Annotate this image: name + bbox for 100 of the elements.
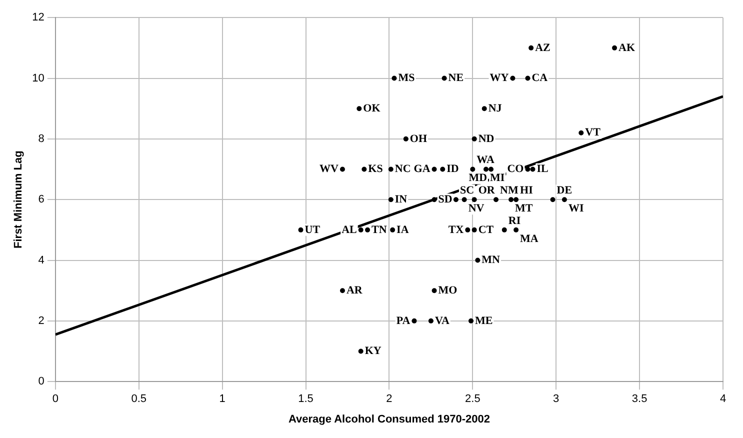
point	[502, 227, 507, 232]
x-tick-label: 1.5	[298, 393, 314, 406]
point	[462, 197, 467, 202]
y-axis-title: First Minimum Lag	[12, 150, 25, 248]
y-tick-label: 8	[38, 132, 44, 145]
data-label: MN	[482, 254, 500, 266]
data-label: MO	[438, 284, 458, 296]
point	[612, 45, 618, 50]
x-tick-label: 2.5	[465, 393, 480, 406]
point	[298, 227, 304, 232]
data-label: KS	[368, 163, 383, 176]
y-tick-label: 0	[38, 376, 44, 388]
point	[340, 288, 345, 294]
data-label: MA	[520, 232, 538, 245]
data-label: WY	[490, 72, 509, 84]
point	[470, 166, 476, 172]
data-label: WI	[568, 202, 584, 214]
x-tick-label: 1	[219, 393, 226, 406]
data-label: NC	[394, 163, 411, 176]
data-label: MI	[490, 172, 505, 184]
point	[388, 166, 394, 172]
data-label: CA	[532, 72, 548, 84]
point	[514, 197, 519, 202]
point	[403, 136, 408, 142]
point	[475, 258, 480, 263]
point	[472, 227, 477, 232]
point	[442, 76, 447, 81]
data-label: RI	[508, 214, 521, 227]
data-label: NE	[448, 72, 464, 84]
point	[358, 227, 364, 232]
y-tick-label: 4	[38, 254, 44, 266]
data-label: TX	[448, 224, 464, 236]
data-label: ME	[474, 314, 493, 327]
data-label: MT	[515, 202, 534, 214]
x-tick-label: 0.5	[131, 393, 147, 406]
point	[390, 227, 396, 232]
data-label: AR	[346, 284, 364, 296]
point	[494, 197, 499, 202]
x-tick-label: 4	[720, 393, 726, 406]
point	[440, 166, 446, 172]
x-tick-label: 2	[386, 393, 392, 406]
y-tick-label: 10	[32, 72, 44, 84]
data-label: OH	[410, 132, 428, 145]
data-label: MD	[468, 172, 488, 184]
point	[472, 197, 477, 202]
point	[468, 318, 474, 324]
data-label: AL	[342, 224, 357, 236]
data-label: HI	[520, 184, 533, 196]
point	[528, 45, 534, 50]
data-label: MS	[398, 72, 415, 84]
y-tick-label: 2	[38, 314, 44, 327]
data-label: SC	[460, 184, 474, 196]
point	[530, 166, 536, 172]
data-label: GA	[414, 163, 430, 176]
point	[432, 166, 437, 172]
x-tick-label: 3.5	[632, 393, 648, 406]
data-label: ID	[446, 163, 459, 176]
data-label: NV	[468, 202, 484, 214]
point	[428, 318, 434, 324]
point	[432, 197, 437, 202]
point	[453, 197, 458, 202]
point	[358, 348, 364, 354]
data-label: IN	[394, 193, 408, 206]
data-label: PA	[396, 314, 410, 327]
point	[388, 197, 394, 202]
point	[510, 76, 516, 81]
point	[484, 166, 489, 172]
data-label: DE	[556, 184, 572, 196]
point	[412, 318, 417, 324]
point	[362, 166, 367, 172]
x-tick-label: 0	[52, 393, 58, 406]
point	[508, 197, 514, 202]
point	[432, 288, 437, 294]
point	[340, 166, 345, 172]
point	[514, 227, 519, 232]
data-label: UT	[304, 224, 321, 236]
data-label: VT	[585, 126, 602, 139]
data-label: TN	[372, 224, 387, 236]
data-label: OR	[478, 184, 496, 196]
data-label: ND	[478, 132, 494, 145]
point	[392, 76, 397, 81]
point	[562, 197, 567, 202]
point	[472, 136, 477, 142]
point	[482, 106, 487, 112]
data-label: CO	[507, 163, 524, 176]
data-label: WV	[320, 163, 339, 176]
y-tick-label: 12	[32, 12, 44, 24]
point	[550, 197, 556, 202]
data-label: IL	[536, 163, 548, 176]
x-tick-label: 3	[553, 393, 560, 406]
point	[365, 227, 370, 232]
y-tick-label: 6	[38, 194, 44, 206]
point	[465, 227, 470, 232]
data-label: KY	[364, 345, 382, 358]
data-label: CT	[478, 224, 494, 236]
x-axis-title: Average Alcohol Consumed 1970-2002	[288, 413, 490, 426]
data-label: AK	[618, 42, 636, 54]
data-label: IA	[396, 224, 409, 236]
data-label: VA	[434, 314, 450, 327]
point	[525, 166, 530, 172]
